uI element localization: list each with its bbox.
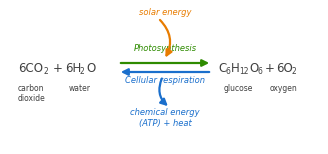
Text: O: O — [249, 61, 258, 75]
Text: 6CO: 6CO — [18, 61, 43, 75]
FancyArrowPatch shape — [159, 79, 166, 104]
Text: 6: 6 — [226, 67, 231, 77]
Text: 2: 2 — [291, 67, 296, 77]
Text: O: O — [86, 61, 95, 75]
Text: chemical energy
(ATP) + heat: chemical energy (ATP) + heat — [130, 108, 200, 128]
Text: +: + — [53, 61, 63, 75]
Text: Photosynthesis: Photosynthesis — [133, 44, 196, 53]
Text: 2: 2 — [44, 67, 49, 77]
Text: carbon
dioxide: carbon dioxide — [17, 84, 45, 103]
Text: 6: 6 — [257, 67, 262, 77]
FancyArrowPatch shape — [160, 20, 172, 55]
Text: oxygen: oxygen — [269, 84, 297, 93]
Text: Cellular respiration: Cellular respiration — [125, 76, 205, 85]
Text: 12: 12 — [239, 67, 249, 77]
Text: glucose: glucose — [223, 84, 253, 93]
Text: 6H: 6H — [65, 61, 81, 75]
Text: +: + — [265, 61, 275, 75]
Text: solar energy: solar energy — [139, 8, 191, 17]
Text: H: H — [231, 61, 240, 75]
Text: water: water — [69, 84, 91, 93]
Text: C: C — [218, 61, 226, 75]
Text: 2: 2 — [80, 67, 85, 77]
Text: 6O: 6O — [276, 61, 293, 75]
